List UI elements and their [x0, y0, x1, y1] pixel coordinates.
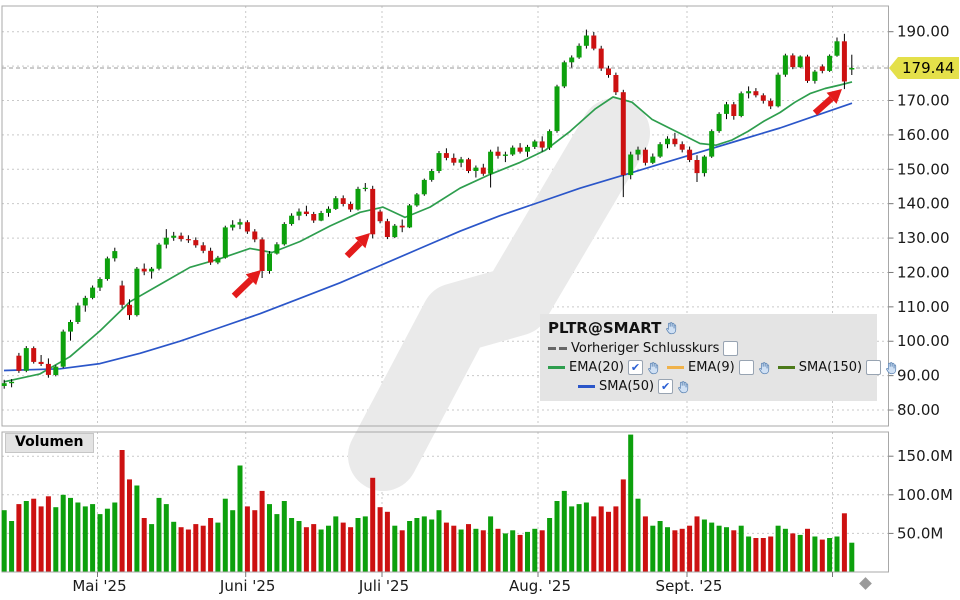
annotation-arrow [344, 233, 370, 259]
ema20-line-swatch [548, 366, 565, 369]
candles-layer [1, 29, 855, 389]
symbol-title: PLTR@SMART [548, 319, 662, 337]
drag-handle-hand-icon[interactable] [664, 321, 678, 335]
sma50-line [3, 102, 853, 372]
volume-plot-frame [1, 431, 889, 573]
price-axis-label: 130.00 [897, 229, 950, 247]
price-axis-label: 150.00 [897, 160, 950, 178]
volume-axis-label: 150.0M [897, 447, 953, 465]
ema20-checkbox[interactable]: ✔ [628, 360, 644, 375]
ema9-line-swatch [667, 366, 685, 369]
ema20-line [3, 81, 853, 383]
price-axis-label: 80.00 [897, 401, 940, 419]
price-axis-label: 90.00 [897, 367, 940, 385]
x-axis-month-label: Mai '25 [72, 577, 126, 595]
last-price-tag: 179.44 [889, 57, 959, 79]
main-plot-frame [1, 5, 889, 427]
volume-bars-layer [1, 434, 855, 572]
prev-close-line-swatch [548, 347, 567, 350]
legend-box[interactable]: PLTR@SMART Vorheriger Schlusskurs EMA(20… [540, 314, 897, 401]
x-axis-month-label: Sept. '25 [656, 577, 723, 595]
legend-label-prev-close: Vorheriger Schlusskurs [571, 341, 720, 356]
legend-label-ema9: EMA(9) [688, 360, 735, 375]
x-axis-month-label: Juni '25 [219, 577, 276, 595]
drag-handle-hand-icon[interactable] [676, 380, 690, 394]
annotation-arrow [812, 89, 842, 116]
legend-label-sma50: SMA(50) [599, 379, 655, 394]
sma50-line-swatch [578, 385, 595, 388]
sma150-checkbox[interactable] [866, 360, 882, 375]
ema9-checkbox[interactable] [738, 360, 754, 375]
sma150-line-swatch [777, 366, 795, 369]
price-axis-label: 170.00 [897, 92, 950, 110]
price-axis-label: 160.00 [897, 126, 950, 144]
legend-label-ema20: EMA(20) [569, 360, 625, 375]
drag-handle-hand-icon[interactable] [884, 361, 898, 375]
drag-handle-hand-icon[interactable] [757, 361, 771, 375]
price-axis-label: 190.00 [897, 23, 950, 41]
volume-axis-label: 50.0M [897, 524, 943, 542]
x-axis-month-label: Aug. '25 [509, 577, 571, 595]
sma50-checkbox[interactable]: ✔ [658, 379, 674, 394]
annotation-arrow [231, 270, 261, 299]
legend-label-sma150: SMA(150) [798, 360, 863, 375]
volume-axis-label: 100.0M [897, 486, 953, 504]
broker-watermark [348, 98, 650, 491]
last-price-value: 179.44 [902, 59, 955, 77]
prev-close-checkbox[interactable] [723, 341, 739, 356]
x-axis-month-label: Juli '25 [358, 577, 409, 595]
price-axis-label: 110.00 [897, 298, 950, 316]
drag-handle-hand-icon[interactable] [646, 361, 660, 375]
price-axis-label: 100.00 [897, 332, 950, 350]
price-axis-label: 120.00 [897, 264, 950, 282]
price-axis-label: 140.00 [897, 195, 950, 213]
volume-panel-title: Volumen [5, 433, 94, 453]
